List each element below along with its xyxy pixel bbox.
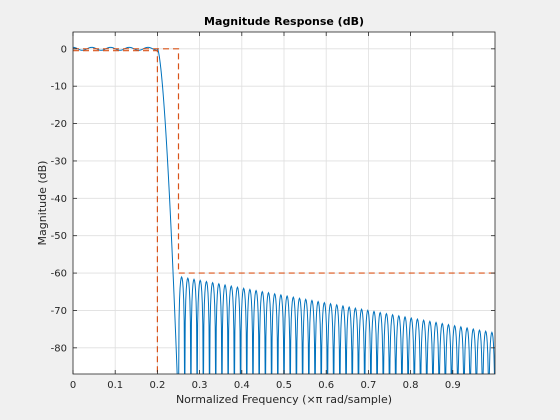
y-tick-label: -40 bbox=[51, 194, 67, 205]
x-tick-label: 0.2 bbox=[149, 380, 165, 391]
x-tick-label: 0.1 bbox=[107, 380, 123, 391]
x-tick-label: 0.9 bbox=[445, 380, 461, 391]
y-tick-label: -20 bbox=[51, 119, 67, 130]
y-tick-label: -70 bbox=[51, 306, 67, 317]
x-tick-label: 0.5 bbox=[276, 380, 292, 391]
plot-curves bbox=[73, 46, 495, 374]
chart-title: Magnitude Response (dB) bbox=[204, 15, 364, 28]
x-tick-label: 0.4 bbox=[234, 380, 250, 391]
x-tick-label: 0.6 bbox=[318, 380, 334, 391]
y-tick-label: -10 bbox=[51, 82, 67, 93]
x-axis-label: Normalized Frequency (×π rad/sample) bbox=[176, 393, 392, 406]
spec-mask-upper bbox=[73, 48, 495, 274]
x-tick-label: 0.8 bbox=[403, 380, 419, 391]
y-tick-label: -30 bbox=[51, 156, 67, 167]
x-tick-label: 0.3 bbox=[192, 380, 208, 391]
y-tick-label: 0 bbox=[61, 44, 67, 55]
y-tick-labels: 0 -10 -20 -30 -40 -50 -60 -70 -80 bbox=[51, 44, 67, 354]
y-tick-label: -60 bbox=[51, 269, 67, 280]
y-tick-label: -80 bbox=[51, 343, 67, 354]
x-tick-labels: 0 0.1 0.2 0.3 0.4 0.5 0.6 0.7 0.8 0.9 bbox=[70, 380, 461, 391]
spec-mask-lower bbox=[73, 50, 158, 374]
y-axis-label: Magnitude (dB) bbox=[36, 161, 49, 246]
y-tick-label: -50 bbox=[51, 231, 67, 242]
x-tick-label: 0 bbox=[70, 380, 76, 391]
x-tick-label: 0.7 bbox=[360, 380, 376, 391]
tick-marks bbox=[72, 32, 495, 374]
magnitude-response-line bbox=[73, 46, 495, 374]
